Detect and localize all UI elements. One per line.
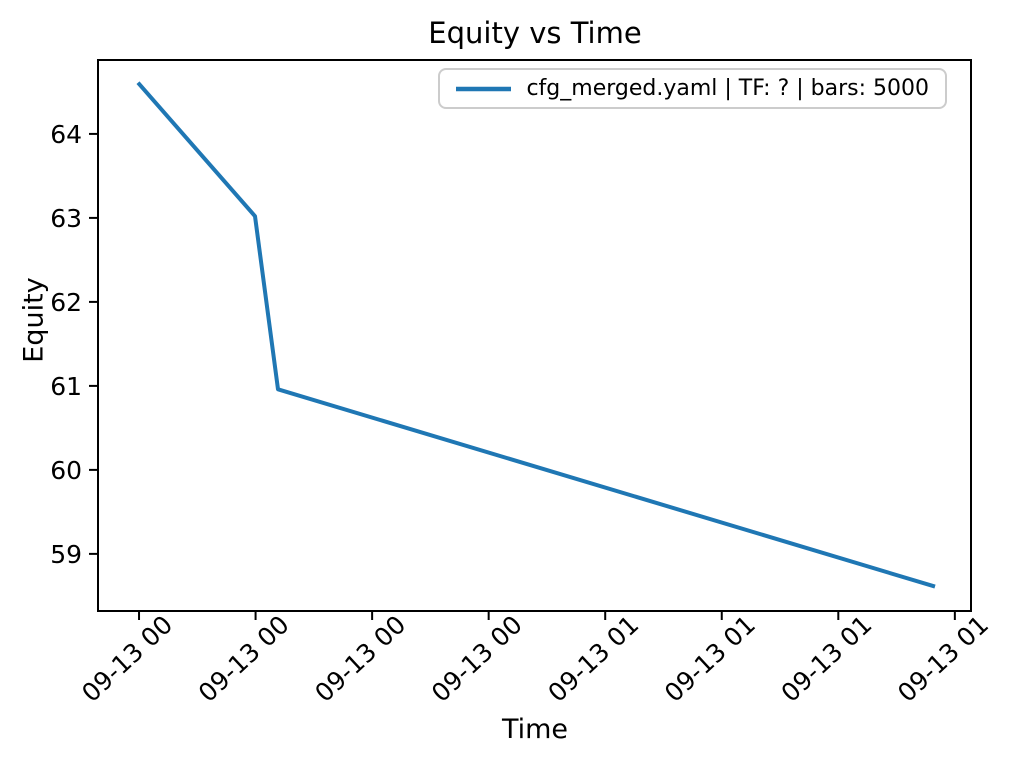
x-tick-label: 09-13 01: [892, 610, 994, 708]
x-tick-label: 09-13 00: [76, 610, 178, 708]
plot-border: [97, 59, 972, 612]
y-tick-label: 59: [50, 540, 82, 569]
y-tick-label: 63: [50, 204, 82, 233]
equity-line: [136, 81, 936, 589]
chart-title: Equity vs Time: [428, 16, 642, 50]
y-tick-label: 64: [50, 120, 82, 149]
x-tick-label: 09-13 01: [659, 610, 761, 708]
x-tick-label: 09-13 00: [426, 610, 528, 708]
y-axis-label: Equity: [18, 277, 50, 363]
x-tick-label: 09-13 00: [193, 610, 295, 708]
legend-line-sample: [456, 86, 512, 91]
legend-label: cfg_merged.yaml | TF: ? | bars: 5000: [526, 76, 929, 101]
y-tick-label: 60: [50, 456, 82, 485]
x-tick-label: 09-13 00: [309, 610, 411, 708]
x-axis-label: Time: [501, 714, 569, 745]
y-tick-label: 61: [50, 372, 82, 401]
y-tick-label: 62: [50, 288, 82, 317]
x-tick-label: 09-13 01: [776, 610, 878, 708]
legend: cfg_merged.yaml | TF: ? | bars: 5000: [438, 68, 947, 109]
x-tick-label: 09-13 01: [542, 610, 644, 708]
